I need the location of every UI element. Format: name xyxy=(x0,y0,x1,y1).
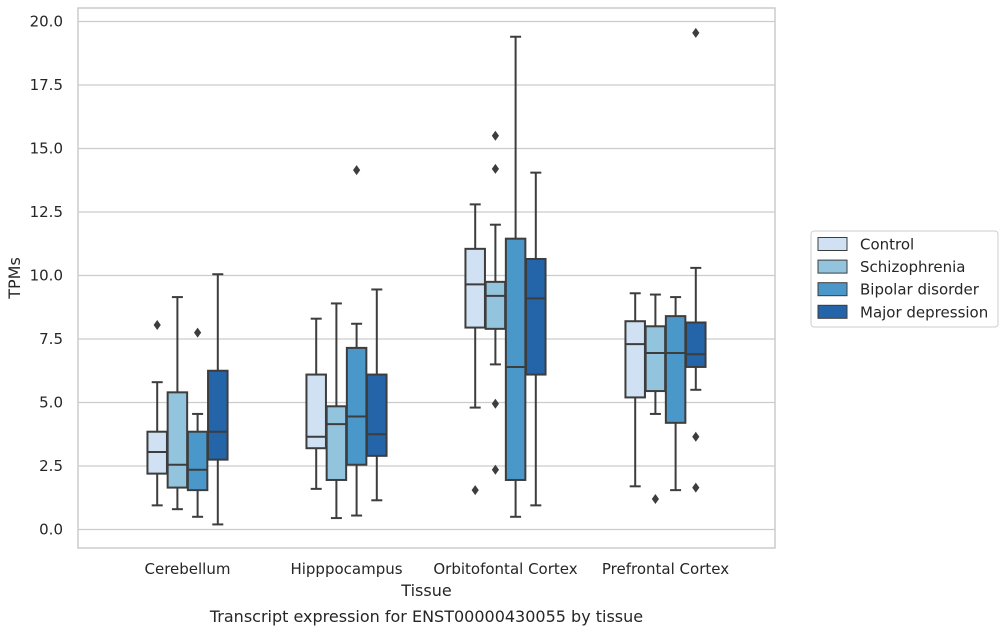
boxes xyxy=(146,27,707,526)
box-major-depression xyxy=(366,288,388,502)
legend-swatch xyxy=(817,259,848,274)
outlier-point xyxy=(692,482,700,493)
box-iqr xyxy=(685,321,707,368)
box-iqr xyxy=(166,391,189,489)
outlier-point xyxy=(692,27,700,38)
box-iqr xyxy=(624,320,646,399)
box-bipolar-disorder xyxy=(345,165,368,517)
box-control xyxy=(305,317,327,490)
box-bipolar-disorder xyxy=(186,327,209,518)
box-iqr xyxy=(664,315,687,424)
outlier-point xyxy=(651,494,659,505)
box-bipolar-disorder xyxy=(504,35,527,518)
box-control xyxy=(146,320,168,507)
legend-items: Control Schizophrenia Bipolar disorder Majo… xyxy=(817,236,988,321)
box-bipolar-disorder xyxy=(664,296,687,492)
legend: Control Schizophrenia Bipolar disorder Majo… xyxy=(810,230,999,328)
x-axis-title: Tissue xyxy=(400,581,451,600)
plot-area-frame xyxy=(77,7,776,549)
box-iqr xyxy=(484,280,507,330)
outlier-point xyxy=(491,464,499,475)
box-iqr xyxy=(325,405,348,481)
legend-label: Control xyxy=(860,236,914,254)
y-tick-label: 0.0 xyxy=(39,521,63,539)
y-axis-title: TPMs xyxy=(5,257,24,300)
box-iqr xyxy=(644,325,667,393)
x-tick-labels: Cerebellum Hipppocampus Orbitofontal Corte… xyxy=(145,560,730,578)
box-iqr xyxy=(504,237,527,481)
outlier-point xyxy=(353,165,361,176)
y-tick-label: 10.0 xyxy=(30,267,63,285)
x-tick-label: Orbitofontal Cortex xyxy=(433,560,577,578)
box-iqr xyxy=(345,346,368,466)
y-tick-label: 12.5 xyxy=(30,203,63,221)
box-iqr xyxy=(464,247,486,329)
y-tick-labels: 0.0 2.5 5.0 7.5 10.0 12.5 15.0 17.5 20.0 xyxy=(30,13,63,539)
box-control xyxy=(464,203,486,496)
outlier-point xyxy=(491,163,499,174)
box-schizophrenia xyxy=(644,293,667,505)
box-major-depression xyxy=(207,273,229,526)
box-schizophrenia xyxy=(166,296,189,511)
outlier-point xyxy=(194,327,202,338)
box-schizophrenia xyxy=(484,130,507,475)
legend-label: Major depression xyxy=(860,303,988,321)
legend-label: Schizophrenia xyxy=(860,258,965,276)
y-tick-label: 5.0 xyxy=(39,394,63,412)
box-iqr xyxy=(186,430,209,492)
outlier-point xyxy=(491,398,499,409)
y-tick-label: 20.0 xyxy=(30,13,63,31)
box-iqr xyxy=(366,373,388,457)
outlier-point xyxy=(471,485,479,496)
y-tick-label: 7.5 xyxy=(39,330,63,348)
x-tick-label: Cerebellum xyxy=(145,560,231,578)
box-control xyxy=(624,292,646,488)
chart-caption: Transcript expression for ENST0000043005… xyxy=(209,607,643,626)
outlier-point xyxy=(692,431,700,442)
box-major-depression xyxy=(525,171,547,507)
outlier-point xyxy=(491,130,499,141)
legend-swatch xyxy=(817,237,848,251)
box-iqr xyxy=(525,257,547,376)
y-tick-label: 17.5 xyxy=(30,76,63,94)
box-iqr xyxy=(207,369,229,461)
legend-swatch xyxy=(817,282,848,297)
box-major-depression xyxy=(685,27,707,493)
box-schizophrenia xyxy=(325,302,348,520)
legend-swatch xyxy=(817,304,848,319)
legend-frame xyxy=(810,230,999,328)
y-tick-label: 2.5 xyxy=(39,457,63,475)
legend-label: Bipolar disorder xyxy=(860,281,980,299)
x-tick-label: Hipppocampus xyxy=(290,560,402,578)
x-tick-label: Prefrontal Cortex xyxy=(602,560,729,578)
outlier-point xyxy=(153,320,161,331)
y-tick-label: 15.0 xyxy=(30,140,63,158)
